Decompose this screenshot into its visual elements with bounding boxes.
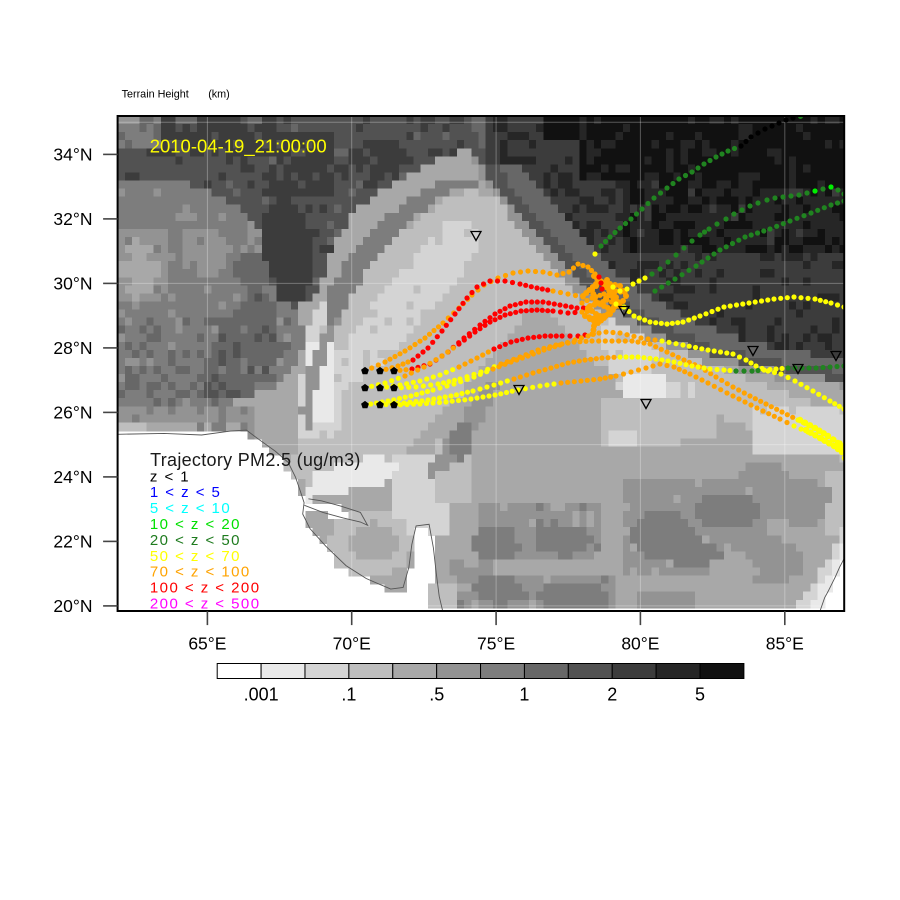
svg-text:2: 2 [607, 685, 617, 705]
svg-text:50 < z < 70: 50 < z < 70 [150, 548, 241, 565]
svg-text:24°N: 24°N [53, 467, 92, 487]
svg-text:z < 1: z < 1 [150, 468, 190, 485]
svg-text:Trajectory PM2.5 (ug/m3): Trajectory PM2.5 (ug/m3) [150, 450, 361, 470]
svg-text:100 < z < 200: 100 < z < 200 [150, 580, 261, 597]
svg-text:32°N: 32°N [53, 209, 92, 229]
svg-text:5 < z < 10: 5 < z < 10 [150, 500, 231, 517]
svg-text:80°E: 80°E [621, 634, 659, 654]
svg-text:70 < z < 100: 70 < z < 100 [150, 564, 251, 581]
svg-text:.001: .001 [244, 685, 279, 705]
svg-text:30°N: 30°N [53, 274, 92, 294]
svg-text:28°N: 28°N [53, 338, 92, 358]
svg-text:22°N: 22°N [53, 532, 92, 552]
svg-text:5: 5 [695, 685, 705, 705]
svg-text:20°N: 20°N [53, 596, 92, 616]
svg-text:75°E: 75°E [477, 634, 515, 654]
svg-text:85°E: 85°E [766, 634, 804, 654]
svg-text:34°N: 34°N [53, 145, 92, 165]
svg-text:Terrain Height: Terrain Height [122, 89, 189, 101]
svg-text:.5: .5 [429, 685, 444, 705]
svg-text:10 < z < 20: 10 < z < 20 [150, 516, 241, 533]
svg-text:1: 1 [519, 685, 529, 705]
svg-text:20 < z < 50: 20 < z < 50 [150, 532, 241, 549]
svg-text:26°N: 26°N [53, 403, 92, 423]
svg-text:.1: .1 [341, 685, 356, 705]
svg-text:2010-04-19_21:00:00: 2010-04-19_21:00:00 [150, 136, 327, 158]
svg-text:1 < z < 5: 1 < z < 5 [150, 484, 221, 501]
svg-text:70°E: 70°E [333, 634, 371, 654]
svg-text:200 < z < 500: 200 < z < 500 [150, 596, 261, 613]
svg-text:(km): (km) [208, 89, 230, 101]
svg-text:65°E: 65°E [188, 634, 226, 654]
